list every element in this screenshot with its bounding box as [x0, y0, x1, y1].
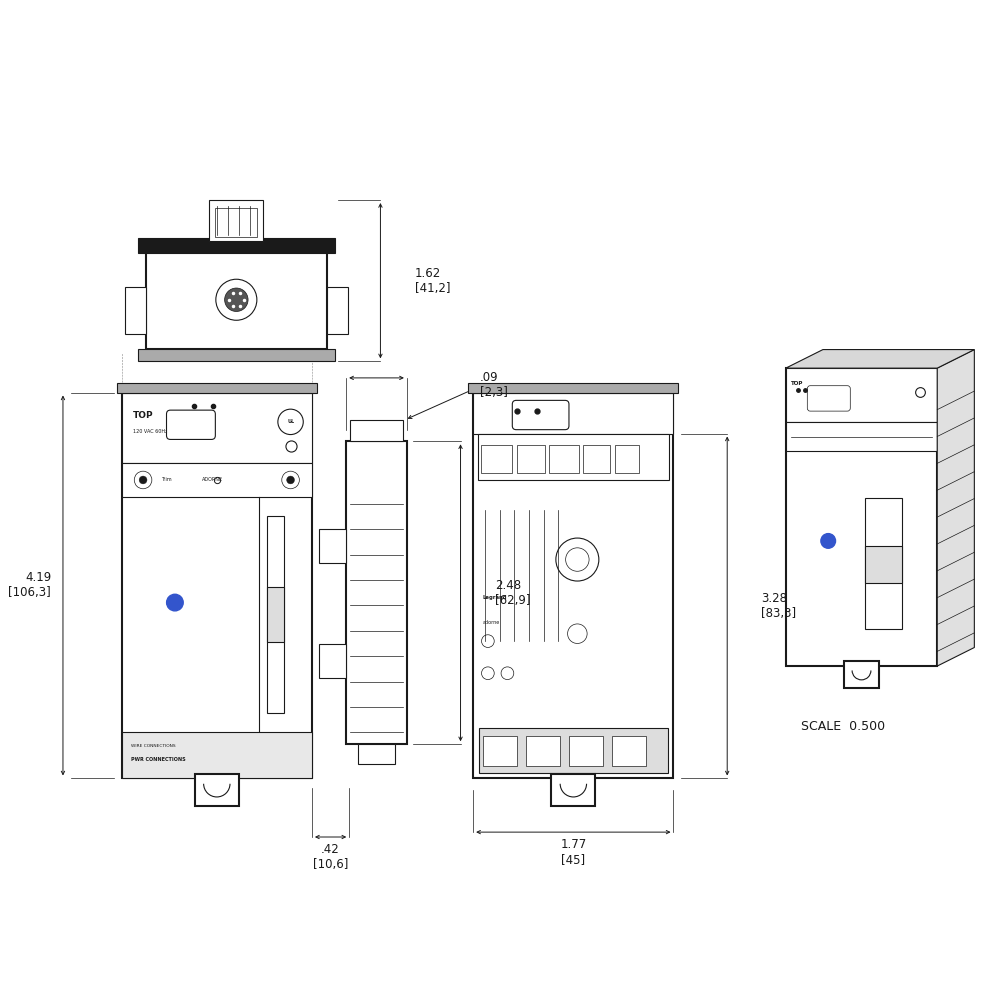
- Circle shape: [821, 534, 836, 548]
- Bar: [195, 774, 239, 806]
- Bar: [615, 445, 639, 473]
- Bar: [209, 200, 263, 241]
- Bar: [267, 587, 284, 642]
- Bar: [319, 529, 346, 563]
- Bar: [327, 287, 348, 334]
- Text: TOP: TOP: [133, 411, 154, 420]
- Bar: [786, 422, 937, 451]
- Bar: [215, 208, 257, 237]
- Bar: [473, 393, 673, 778]
- Bar: [473, 393, 673, 434]
- Bar: [122, 463, 312, 497]
- Polygon shape: [937, 350, 974, 666]
- Circle shape: [167, 594, 183, 611]
- Text: SCALE  0.500: SCALE 0.500: [801, 720, 885, 733]
- Circle shape: [282, 471, 299, 489]
- Bar: [865, 498, 902, 629]
- Bar: [551, 774, 595, 806]
- Bar: [122, 732, 312, 778]
- Bar: [483, 736, 517, 766]
- Text: 1.62
[41,2]: 1.62 [41,2]: [415, 267, 450, 295]
- Bar: [350, 420, 403, 441]
- Bar: [583, 445, 610, 473]
- Bar: [122, 393, 312, 778]
- FancyBboxPatch shape: [807, 386, 850, 411]
- Bar: [479, 728, 668, 773]
- Text: adorne: adorne: [483, 620, 500, 625]
- Bar: [138, 238, 335, 253]
- Bar: [481, 445, 512, 473]
- Bar: [517, 445, 545, 473]
- Bar: [549, 445, 579, 473]
- Circle shape: [134, 471, 152, 489]
- Text: 1.77
[45]: 1.77 [45]: [560, 838, 586, 866]
- Bar: [786, 368, 937, 422]
- Text: .09
[2,3]: .09 [2,3]: [480, 371, 508, 399]
- Bar: [122, 393, 312, 463]
- Text: ADORNE: ADORNE: [202, 477, 223, 482]
- Bar: [612, 736, 646, 766]
- Bar: [569, 736, 603, 766]
- Circle shape: [225, 288, 248, 311]
- Text: 4.19
[106,3]: 4.19 [106,3]: [8, 571, 51, 599]
- Bar: [865, 546, 902, 583]
- Circle shape: [287, 476, 294, 484]
- Bar: [319, 644, 346, 678]
- Polygon shape: [786, 350, 974, 368]
- Text: 120 VAC 60Hz: 120 VAC 60Hz: [133, 429, 168, 434]
- Bar: [117, 383, 317, 393]
- Bar: [346, 441, 407, 744]
- Bar: [786, 368, 937, 666]
- Bar: [267, 516, 284, 713]
- Circle shape: [139, 476, 147, 484]
- Text: UL: UL: [287, 419, 294, 424]
- Bar: [478, 434, 669, 480]
- Text: PWR CONNECTIONS: PWR CONNECTIONS: [131, 757, 186, 762]
- Text: Legrand: Legrand: [483, 595, 507, 600]
- Text: 2.48
[62,9]: 2.48 [62,9]: [495, 579, 530, 607]
- Text: Trim: Trim: [161, 477, 171, 482]
- Text: .42
[10,6]: .42 [10,6]: [313, 843, 348, 871]
- Bar: [526, 736, 560, 766]
- Text: 3.28
[83,3]: 3.28 [83,3]: [761, 592, 797, 620]
- Bar: [844, 661, 879, 688]
- FancyBboxPatch shape: [512, 400, 569, 430]
- Bar: [146, 241, 327, 349]
- FancyBboxPatch shape: [167, 410, 215, 439]
- Bar: [125, 287, 146, 334]
- Circle shape: [278, 409, 303, 435]
- Bar: [468, 383, 678, 393]
- Text: TOP: TOP: [791, 381, 803, 386]
- Bar: [358, 744, 395, 764]
- Bar: [138, 349, 335, 361]
- Text: WIRE CONNECTIONS: WIRE CONNECTIONS: [131, 744, 176, 748]
